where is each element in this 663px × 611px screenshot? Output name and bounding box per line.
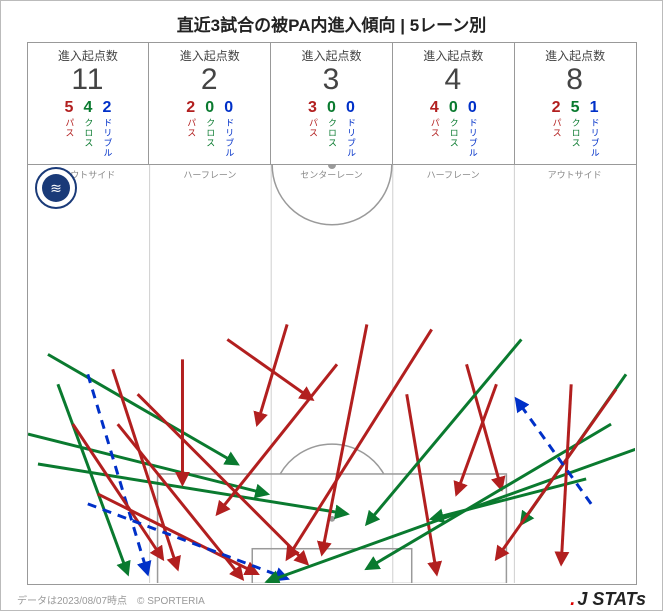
arrow-cross [37, 464, 346, 514]
lane-stats-table: 進入起点数115パス4クロス2ドリブル進入起点数22パス0クロス0ドリブル進入起… [27, 42, 637, 165]
figure-frame: 直近3試合の被PA内進入傾向 | 5レーン別 進入起点数115パス4クロス2ドリ… [0, 0, 663, 611]
lane-pass-label: パス [552, 118, 561, 138]
arrow-cross [267, 449, 636, 582]
lane-cross: 0 クロス [449, 100, 458, 158]
lane-cell: 進入起点数8 2 パス 5 クロス 1 ドリブル [514, 43, 636, 165]
lane-pass-label: パス [430, 118, 439, 138]
team-badge-icon: ≋ [35, 167, 77, 209]
lane-cross-value: 0 [327, 100, 336, 116]
lane-stat-label: 進入起点数 [149, 47, 270, 64]
brand-logo: .J STATs [570, 589, 646, 610]
lane-pass: 2 パス [186, 100, 195, 158]
lane-pass: 4 パス [430, 100, 439, 158]
lane-dribble: 2 ドリブル [102, 100, 111, 158]
arrow-cross [28, 434, 267, 494]
lane-total: 11 [28, 64, 149, 96]
lane-cross-label: クロス [571, 118, 580, 148]
lane-pass: 2 パス [552, 100, 561, 158]
arrow-pass [257, 324, 287, 424]
lane-cross-label: クロス [205, 118, 214, 148]
lane-cross: 4 クロス [83, 100, 92, 158]
lane-dribble: 0 ドリブル [224, 100, 233, 158]
arrow-pass [322, 324, 367, 553]
lane-dribble-value: 0 [346, 100, 355, 116]
lane-pass-value: 2 [552, 100, 561, 116]
lane-dribble-value: 1 [590, 100, 599, 116]
arrow-cross [57, 384, 127, 573]
data-source: データは2023/08/07時点 © SPORTERIA [17, 592, 205, 607]
lane-breakdown: 2 パス 0 クロス 0 ドリブル [149, 100, 270, 158]
lane-pass-label: パス [186, 118, 195, 138]
lane-cross-value: 4 [83, 100, 92, 116]
lane-pass: 3 パス [308, 100, 317, 158]
lane-pass-label: パス [308, 118, 317, 138]
lane-dribble-label: ドリブル [102, 118, 111, 158]
lane-cross: 0 クロス [205, 100, 214, 158]
lane-breakdown: 2 パス 5 クロス 1 ドリブル [515, 100, 636, 158]
lane-cell: 進入起点数11 5 パス 4 クロス 2 ドリブル [27, 43, 149, 165]
lane-dribble: 0 ドリブル [468, 100, 477, 158]
lane-cross-label: クロス [83, 118, 92, 148]
arrow-pass [217, 364, 337, 514]
lane-cell: 進入起点数44パス0クロス0ドリブル [392, 43, 514, 165]
lane-stat-label: 進入起点数 [515, 47, 636, 64]
lane-cross: 0 クロス [327, 100, 336, 158]
lane-dribble: 1 ドリブル [590, 100, 599, 158]
lane-total: 8 [515, 64, 636, 96]
lane-cross-value: 5 [571, 100, 580, 116]
lane-total: 3 [271, 64, 392, 96]
arrow-pass [227, 339, 312, 399]
lane-pass-value: 3 [308, 100, 317, 116]
lane-cross-value: 0 [205, 100, 214, 116]
lane-breakdown: 3 パス 0 クロス 0 ドリブル [271, 100, 392, 158]
lane-dribble-value: 0 [468, 100, 477, 116]
lane-dribble-label: ドリブル [590, 118, 599, 158]
lane-pass: 5 パス [64, 100, 73, 158]
lane-pass-label: パス [64, 118, 73, 138]
pitch-area: アウトサイドハーフレーンセンターレーンハーフレーンアウトサイド [27, 165, 637, 585]
lane-stat-label: 進入起点数 [28, 47, 149, 64]
lane-dribble-label: ドリブル [224, 118, 233, 158]
lane-cross-label: クロス [327, 118, 336, 148]
lane-cross: 5 クロス [571, 100, 580, 158]
arrow-pass [406, 394, 436, 573]
lane-dribble-value: 0 [224, 100, 233, 116]
lane-pass-value: 4 [430, 100, 439, 116]
lane-stat-label: 進入起点数 [393, 47, 514, 64]
lane-cell: 進入起点数33パス0クロス0ドリブル [271, 43, 393, 165]
lane-cross-value: 0 [449, 100, 458, 116]
lane-breakdown: 4 パス 0 クロス 0 ドリブル [393, 100, 514, 158]
lane-pass-value: 2 [186, 100, 195, 116]
lane-dribble-label: ドリブル [468, 118, 477, 158]
lane-total: 4 [393, 64, 514, 96]
lane-dribble: 0 ドリブル [346, 100, 355, 158]
arrow-cross [366, 339, 520, 523]
figure-footer: データは2023/08/07時点 © SPORTERIA .J STATs [1, 585, 662, 610]
lane-total: 2 [149, 64, 270, 96]
lane-pass-value: 5 [64, 100, 73, 116]
pitch-svg [28, 165, 636, 584]
brand-text: J STATs [577, 589, 646, 609]
lane-cross-label: クロス [449, 118, 458, 148]
lane-breakdown: 5 パス 4 クロス 2 ドリブル [28, 100, 149, 158]
lane-cell: 進入起点数22パス0クロス0ドリブル [149, 43, 271, 165]
lane-dribble-value: 2 [102, 100, 111, 116]
figure-title: 直近3試合の被PA内進入傾向 | 5レーン別 [1, 1, 662, 42]
lane-stat-label: 進入起点数 [271, 47, 392, 64]
lane-dribble-label: ドリブル [346, 118, 355, 158]
